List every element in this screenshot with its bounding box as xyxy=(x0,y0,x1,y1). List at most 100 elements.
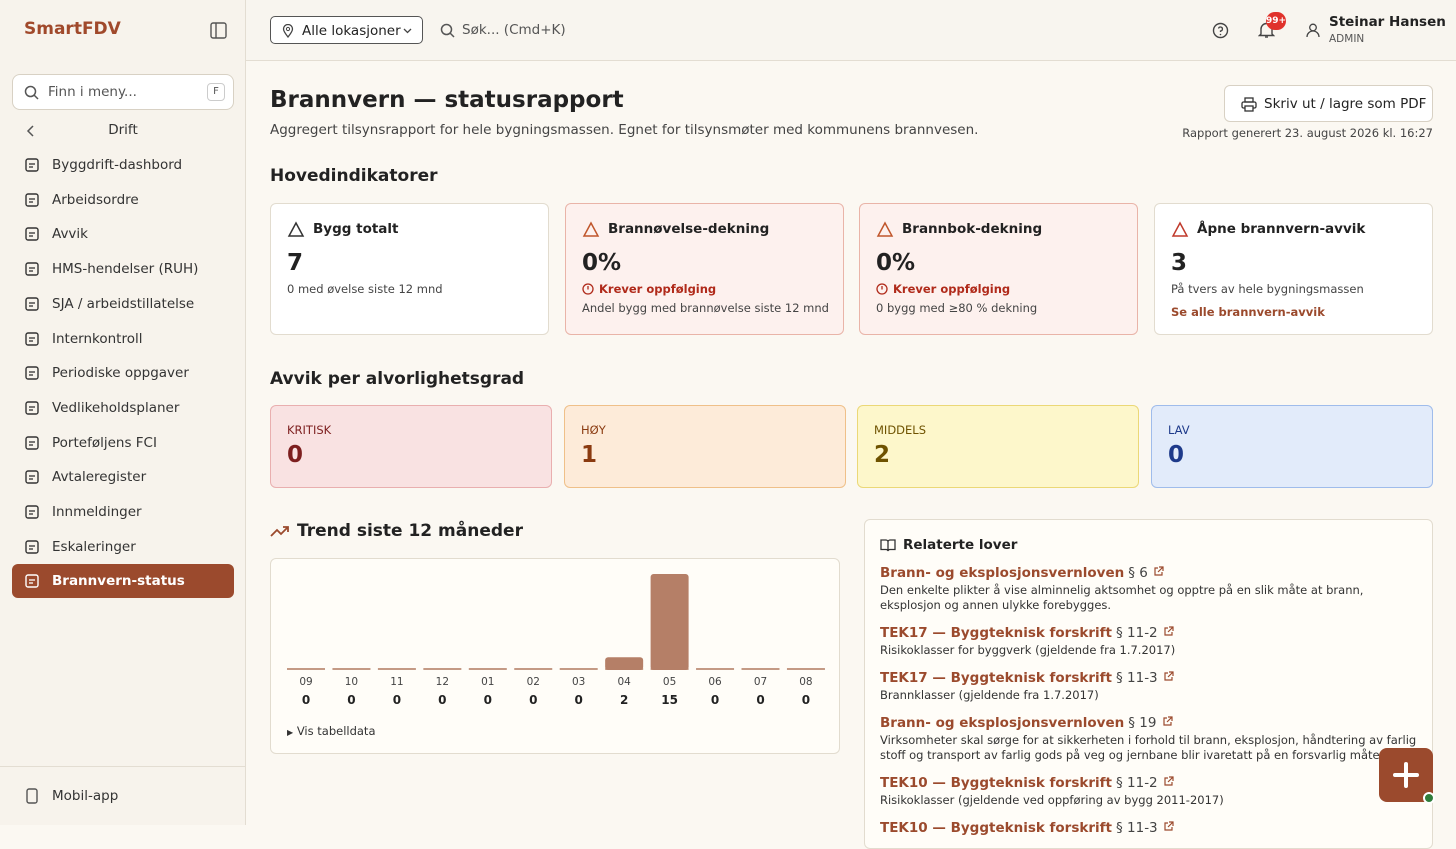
kpi-note: 0 med øvelse siste 12 mnd xyxy=(287,282,443,296)
severity-value: 2 xyxy=(874,442,891,468)
kpi-card: Brannbok-dekning 0% Krever oppfølging 0 byg… xyxy=(859,203,1138,335)
menu-label: Porteføljens FCI xyxy=(52,434,157,451)
kpi-label: Åpne brannvern-avvik xyxy=(1197,221,1366,237)
kpi-warning: Krever oppfølging xyxy=(599,282,717,296)
menu-item[interactable]: SJA / arbeidstillatelse xyxy=(12,287,234,321)
law-item: TEK17 — Byggteknisk forskrift § 11-2 Risi… xyxy=(880,622,1420,658)
bar-baseline xyxy=(514,668,553,670)
location-label: Alle lokasjoner xyxy=(302,23,401,39)
law-item: TEK10 — Byggteknisk forskrift § 11-3 xyxy=(880,817,1420,838)
user-name[interactable]: Steinar Hansen xyxy=(1329,14,1446,30)
menu-item[interactable]: Mobil-app xyxy=(12,779,234,813)
kpi-value: 0% xyxy=(876,250,916,276)
bar-baseline xyxy=(786,668,825,670)
kpi-card: Brannøvelse-dekning 0% Krever oppfølging An… xyxy=(565,203,844,335)
menu-item[interactable]: Brannvern-status xyxy=(12,564,234,599)
law-section: § 19 xyxy=(1128,715,1157,731)
notification-badge: 99+ xyxy=(1266,12,1286,30)
menu-item[interactable]: Byggdrift-dashbord xyxy=(12,148,234,182)
value-label: 0 xyxy=(438,693,446,707)
law-item: Brann- og eksplosjonsvernloven § 6 Den en… xyxy=(880,562,1420,613)
menu-item[interactable]: Avvik xyxy=(12,217,234,251)
user-role: ADMIN xyxy=(1329,33,1365,45)
menu-item[interactable]: Avtaleregister xyxy=(12,460,234,494)
menu-item[interactable]: HMS-hendelser (RUH) xyxy=(12,252,234,286)
law-title-row: TEK17 — Byggteknisk forskrift § 11-3 xyxy=(880,667,1420,688)
section-heading: Trend siste 12 måneder xyxy=(297,521,523,541)
laws-card: Relaterte lover Brann- og eksplosjonsver… xyxy=(864,519,1433,849)
collapse-button[interactable] xyxy=(210,22,227,39)
kpi-link[interactable]: Se alle brannvern-avvik xyxy=(1171,305,1325,319)
back-button[interactable] xyxy=(26,124,36,138)
law-section: § 11-3 xyxy=(1115,820,1158,836)
value-label: 0 xyxy=(711,693,719,707)
page-subtitle: Aggregert tilsynsrapport for hele bygnin… xyxy=(270,122,979,138)
kpi-card: Åpne brannvern-avvik 3 På tvers av hele by… xyxy=(1154,203,1433,335)
shortcut-hint: F xyxy=(207,83,225,101)
menu-item[interactable]: Vedlikeholdsplaner xyxy=(12,391,234,425)
menu-item[interactable]: Internkontroll xyxy=(12,322,234,356)
law-description: Brannklasser (gjeldende fra 1.7.2017) xyxy=(880,688,1099,702)
value-label: 0 xyxy=(802,693,810,707)
month-label: 06 xyxy=(708,676,722,688)
kpi-note: Andel bygg med brannøvelse siste 12 mnd xyxy=(582,301,829,315)
bar-baseline xyxy=(468,668,507,670)
menu-label: Arbeidsordre xyxy=(52,191,139,208)
law-description: Risikoklasser for byggverk (gjeldende fr… xyxy=(880,643,1176,657)
menu-label: Brannvern-status xyxy=(52,573,185,590)
value-label: 0 xyxy=(347,693,355,707)
kpi-value: 0% xyxy=(582,250,622,276)
bar-baseline xyxy=(696,668,735,670)
severity-label: LAV xyxy=(1168,423,1190,437)
print-label: Skriv ut / lagre som PDF xyxy=(1264,96,1427,112)
law-link[interactable]: TEK10 — Byggteknisk forskrift xyxy=(880,820,1112,836)
trend-card: 09 0 10 0 11 0 12 0 01 0 02 0 03 0 04 2 05 15 06 0 07 0 08 0 ▶ … xyxy=(270,558,840,754)
severity-value: 1 xyxy=(581,442,598,468)
severity-value: 0 xyxy=(287,442,304,468)
fab-button[interactable] xyxy=(1379,748,1435,804)
month-label: 12 xyxy=(436,676,449,688)
month-label: 01 xyxy=(481,676,494,688)
severity-label: HØY xyxy=(581,423,606,437)
laws-list: Brann- og eksplosjonsvernloven § 6 Den en… xyxy=(880,562,1420,847)
law-link[interactable]: TEK10 — Byggteknisk forskrift xyxy=(880,775,1112,791)
menu-search[interactable]: Finn i meny... F xyxy=(12,74,234,110)
menu-item[interactable]: Arbeidsordre xyxy=(12,183,234,217)
menu-label: Vedlikeholdsplaner xyxy=(52,399,180,416)
menu-label: HMS-hendelser (RUH) xyxy=(52,261,199,278)
law-link[interactable]: TEK17 — Byggteknisk forskrift xyxy=(880,625,1112,641)
print-button[interactable]: Skriv ut / lagre som PDF xyxy=(1224,85,1433,122)
severity-card: LAV 0 xyxy=(1151,405,1433,488)
value-label: 0 xyxy=(756,693,764,707)
menu-item[interactable]: Periodiske oppgaver xyxy=(12,356,234,390)
global-search[interactable]: Søk... (Cmd+K) xyxy=(462,22,566,38)
value-label: 0 xyxy=(302,693,310,707)
law-link[interactable]: Brann- og eksplosjonsvernloven xyxy=(880,715,1125,731)
menu-item[interactable]: Eskaleringer xyxy=(12,530,234,564)
law-section: § 11-3 xyxy=(1115,670,1158,686)
severity-label: KRITISK xyxy=(287,423,332,437)
value-label: 0 xyxy=(393,693,401,707)
severity-card: KRITISK 0 xyxy=(270,405,552,488)
month-label: 03 xyxy=(572,676,585,688)
toggle-label: Vis tabelldata xyxy=(296,724,376,738)
law-section: § 6 xyxy=(1128,565,1148,581)
month-label: 11 xyxy=(390,676,403,688)
menu-item[interactable]: Innmeldinger xyxy=(12,495,234,529)
menu-label: Eskaleringer xyxy=(52,538,136,555)
menu-label: Innmeldinger xyxy=(52,504,142,520)
bar-baseline xyxy=(423,668,462,670)
severity-card: MIDDELS 2 xyxy=(857,405,1139,488)
law-link[interactable]: TEK17 — Byggteknisk forskrift xyxy=(880,670,1112,686)
kpi-card: Bygg totalt 7 0 med øvelse siste 12 mnd xyxy=(270,203,549,335)
menu-label: Internkontroll xyxy=(52,330,143,347)
law-link[interactable]: Brann- og eksplosjonsvernloven xyxy=(880,565,1125,581)
menu-label: Avtaleregister xyxy=(52,469,147,486)
menu-item[interactable]: Porteføljens FCI xyxy=(12,426,234,460)
help-button[interactable] xyxy=(1212,22,1229,39)
table-toggle[interactable]: ▶ Vis tabelldata xyxy=(287,724,376,738)
location-select[interactable]: Alle lokasjoner xyxy=(270,16,423,44)
brand: SmartFDV xyxy=(24,19,121,39)
